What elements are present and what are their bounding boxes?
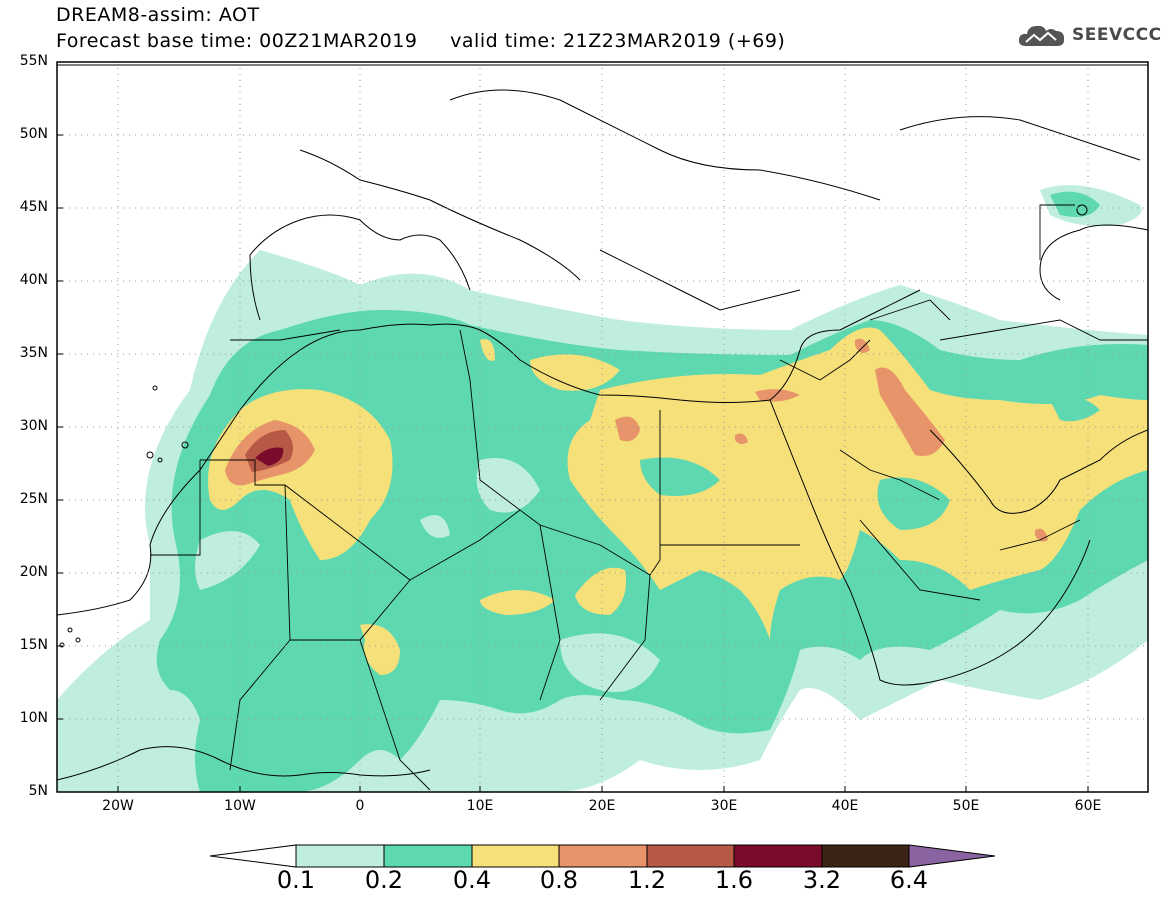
aot-band-03: [530, 354, 620, 391]
aot-band-04: [755, 389, 800, 402]
lon-label: 30E: [710, 798, 738, 814]
colorbar-label: 6.4: [889, 866, 929, 894]
lon-label: 0: [355, 798, 365, 814]
lat-label: 40N: [19, 272, 48, 288]
lat-label: 5N: [28, 783, 48, 799]
lat-label: 45N: [19, 199, 48, 215]
map-title: DREAM8-assim: AOT: [56, 4, 260, 26]
aot-band-03: [567, 327, 1148, 640]
colorbar-box: [383, 844, 473, 868]
colorbar-box: [295, 844, 385, 868]
aot-band-02: [877, 477, 950, 530]
colorbar-label: 1.2: [627, 866, 667, 894]
colorbar: [209, 844, 996, 868]
aot-band-01: [476, 458, 540, 513]
aot-band-02: [1050, 191, 1100, 218]
lat-label: 15N: [19, 637, 48, 653]
lat-label: 35N: [19, 345, 48, 361]
forecast-time-info: Forecast base time: 00Z21MAR2019 valid t…: [56, 30, 786, 52]
logo-text: SEEVCCC: [1072, 25, 1162, 45]
colorbar-label: 0.4: [452, 866, 492, 894]
aot-band-04: [735, 433, 748, 445]
aot-field: [57, 64, 1148, 792]
cloud-icon: [1018, 25, 1065, 46]
aot-band-02: [1050, 396, 1100, 422]
colorbar-box: [733, 844, 823, 868]
lat-label: 50N: [19, 126, 48, 142]
lon-label: 10E: [466, 798, 494, 814]
colorbar-box: [821, 844, 910, 868]
colorbar-high-arrow: [908, 844, 996, 868]
aot-band-04: [875, 367, 945, 456]
aot-band-04: [615, 416, 640, 442]
islands: [59, 204, 1088, 648]
lon-label: 50E: [952, 798, 980, 814]
aot-band-03: [575, 567, 626, 615]
aot-band-06: [255, 447, 284, 466]
colorbar-box: [558, 844, 648, 868]
coastlines: [57, 64, 1148, 781]
lat-label: 25N: [19, 491, 48, 507]
lat-label: 20N: [19, 564, 48, 580]
lon-label: 10W: [224, 798, 256, 814]
colorbar-label: 1.6: [714, 866, 754, 894]
lat-label: 30N: [19, 418, 48, 434]
aot-band-03: [480, 339, 495, 361]
lon-label: 60E: [1074, 798, 1102, 814]
lat-label: 10N: [19, 710, 48, 726]
country-borders: [150, 204, 1148, 791]
aot-band-04: [1035, 528, 1048, 542]
lon-label: 40E: [831, 798, 859, 814]
seevccc-logo: SEEVCCC: [1018, 22, 1162, 48]
aot-band-03: [360, 624, 400, 675]
lon-label: 20E: [588, 798, 616, 814]
aot-band-03: [480, 590, 555, 615]
colorbar-label: 0.8: [539, 866, 579, 894]
colorbar-low-arrow: [209, 844, 297, 868]
aot-band-01: [560, 633, 660, 692]
lon-label: 20W: [102, 798, 134, 814]
colorbar-label: 0.1: [276, 866, 316, 894]
aot-band-01: [195, 531, 260, 590]
colorbar-label: 0.2: [364, 866, 404, 894]
tick-marks: [57, 134, 1089, 792]
aot-band-04: [855, 338, 870, 354]
aot-band-01: [420, 515, 450, 538]
lat-label: 55N: [19, 53, 48, 69]
colorbar-label: 3.2: [802, 866, 842, 894]
colorbar-box: [646, 844, 735, 868]
colorbar-box: [471, 844, 560, 868]
